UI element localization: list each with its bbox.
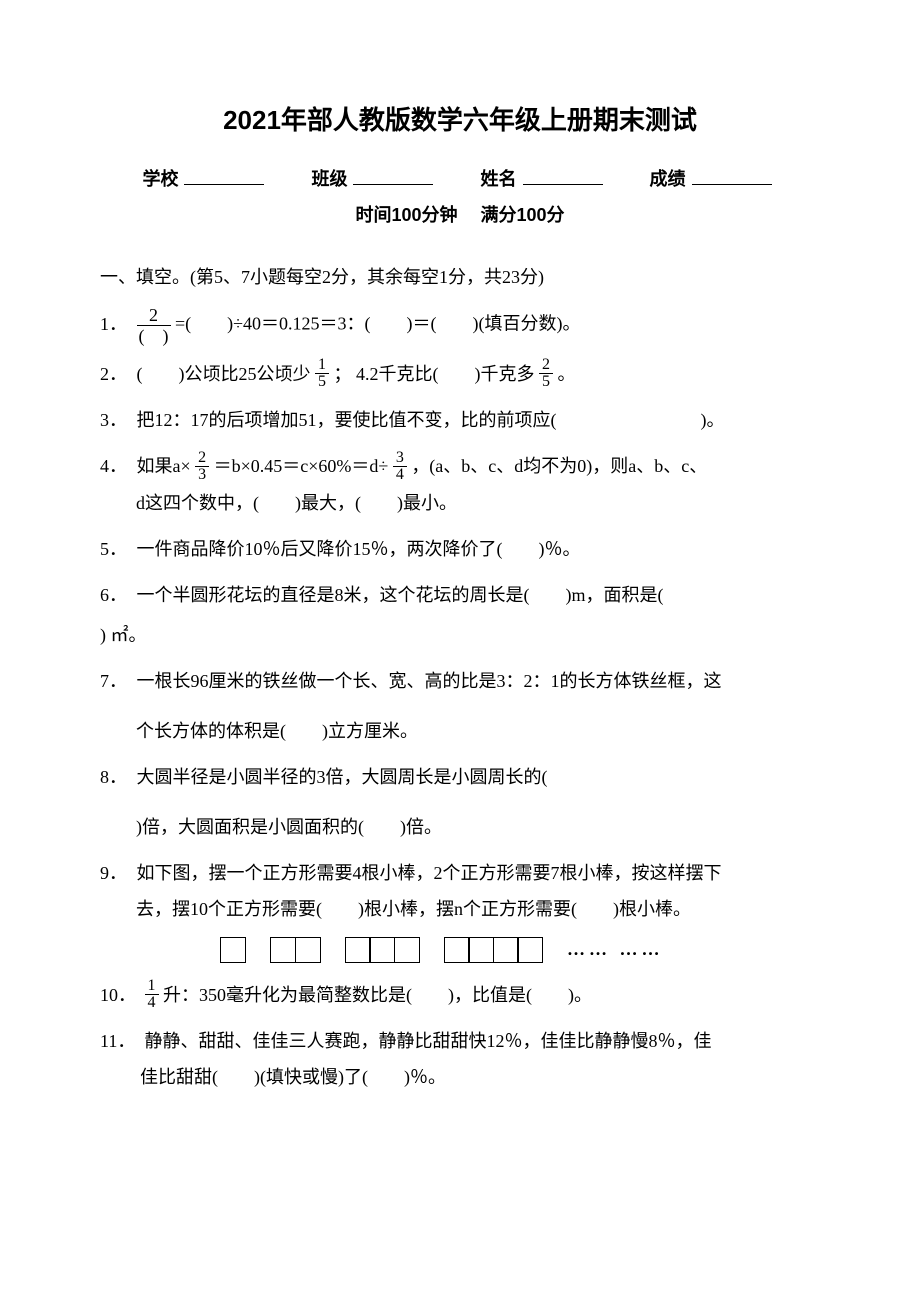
q6-num: 6． (100, 577, 132, 613)
score-label: 成绩 (650, 169, 686, 189)
q4-frac2: 3 4 (393, 450, 407, 483)
q7-num: 7． (100, 663, 132, 699)
name-label: 姓名 (481, 169, 517, 189)
sq-group-4 (444, 937, 544, 963)
q4-line2: d这四个数中，( )最大，( )最小。 (100, 485, 820, 521)
q2-t3: 。 (558, 364, 576, 384)
square (220, 937, 246, 963)
question-2: 2． ( )公顷比25公顷少 1 5 ； 4.2千克比( )千克多 2 5 。 (100, 356, 820, 392)
q10-frac: 1 4 (145, 978, 159, 1011)
square (468, 937, 494, 963)
square (444, 937, 470, 963)
q4-t2: ＝b×0.45＝c×60%＝d÷ (214, 456, 389, 476)
page-title: 2021年部人教版数学六年级上册期末测试 (100, 100, 820, 137)
q8-text: 大圆半径是小圆半径的3倍，大圆周长是小圆周长的( (137, 767, 584, 787)
question-3: 3． 把12：17的后项增加51，要使比值不变，比的前项应( )。 (100, 402, 820, 438)
q10-num: 10． (100, 977, 140, 1013)
timing-info: 时间100分钟 满分100分 (100, 201, 820, 227)
q4-num: 4． (100, 448, 132, 484)
q11-line2: 佳比甜甜( )(填快或慢)了( )％。 (100, 1059, 820, 1095)
q3-num: 3． (100, 402, 132, 438)
square (517, 937, 543, 963)
q1-fraction: 2 ( ) (137, 305, 171, 346)
question-1: 1． 2 ( ) =( )÷40＝0.125＝3：( )＝( )(填百分数)。 (100, 305, 820, 346)
q9-line2: 去，摆10个正方形需要( )根小棒，摆n个正方形需要( )根小棒。 (100, 891, 820, 927)
q2-t1: ( )公顷比25公顷少 (137, 364, 311, 384)
q8-line2: )倍，大圆面积是小圆面积的( )倍。 (100, 809, 442, 845)
question-4: 4． 如果a× 2 3 ＝b×0.45＝c×60%＝d÷ 3 4 ，(a、b、c… (100, 448, 820, 520)
q5-text: 一件商品降价10％后又降价15％，两次降价了( )％。 (137, 539, 581, 559)
q6-line2: ) ㎡。 (100, 625, 147, 645)
q4-frac1: 2 3 (195, 450, 209, 483)
question-10: 10． 1 4 升：350毫升化为最简整数比是( )，比值是( )。 (100, 977, 820, 1013)
square (369, 937, 395, 963)
header-info: 学校 班级 姓名 成绩 (100, 165, 820, 191)
q7-line2: 个长方体的体积是( )立方厘米。 (100, 713, 418, 749)
question-6-cont: ) ㎡。 (100, 617, 820, 653)
q9-num: 9． (100, 855, 132, 891)
question-8: 8． 大圆半径是小圆半径的3倍，大圆周长是小圆周长的( )倍，大圆面积是小圆面积… (100, 759, 820, 845)
q1-rest: =( )÷40＝0.125＝3：( )＝( )(填百分数)。 (175, 314, 580, 334)
school-label: 学校 (142, 169, 178, 189)
q3-text: 把12：17的后项增加51，要使比值不变，比的前项应( )。 (137, 410, 725, 430)
question-5: 5． 一件商品降价10％后又降价15％，两次降价了( )％。 (100, 531, 820, 567)
q2-frac1: 1 5 (315, 357, 329, 390)
square (345, 937, 371, 963)
q11-num: 11． (100, 1023, 140, 1059)
question-11: 11． 静静、甜甜、佳佳三人赛跑，静静比甜甜快12％，佳佳比静静慢8％，佳 佳比… (100, 1023, 820, 1095)
class-blank (353, 167, 433, 185)
q2-frac2: 2 5 (539, 357, 553, 390)
q2-t2: ； 4.2千克比( )千克多 (334, 364, 535, 384)
square (295, 937, 321, 963)
square (270, 937, 296, 963)
name-blank (523, 167, 603, 185)
square (493, 937, 519, 963)
page: 2021年部人教版数学六年级上册期末测试 学校 班级 姓名 成绩 时间100分钟… (0, 0, 920, 1165)
sq-group-1 (220, 937, 246, 963)
q4-t3: ，(a、b、c、d均不为0)，则a、b、c、 (411, 456, 707, 476)
q6-text: 一个半圆形花坛的直径是8米，这个花坛的周长是( )m，面积是( (137, 585, 700, 605)
sq-group-2 (270, 937, 321, 963)
ellipsis: …… …… (567, 939, 664, 960)
q5-num: 5． (100, 531, 132, 567)
square (394, 937, 420, 963)
q4-t1: 如果a× (137, 456, 191, 476)
q9-text: 如下图，摆一个正方形需要4根小棒，2个正方形需要7根小棒，按这样摆下 (137, 863, 722, 883)
q7-text: 一根长96厘米的铁丝做一个长、宽、高的比是3：2：1的长方体铁丝框，这 (137, 671, 722, 691)
sq-group-3 (345, 937, 420, 963)
q2-num: 2． (100, 356, 132, 392)
school-blank (184, 167, 264, 185)
q10-text: 升：350毫升化为最简整数比是( )，比值是( )。 (163, 985, 592, 1005)
q11-text: 静静、甜甜、佳佳三人赛跑，静静比甜甜快12％，佳佳比静静慢8％，佳 (145, 1031, 712, 1051)
question-7: 7． 一根长96厘米的铁丝做一个长、宽、高的比是3：2：1的长方体铁丝框，这 个… (100, 663, 820, 749)
question-9: 9． 如下图，摆一个正方形需要4根小棒，2个正方形需要7根小棒，按这样摆下 去，… (100, 855, 820, 927)
q1-num: 1． (100, 306, 132, 342)
section-1-head: 一、填空。(第5、7小题每空2分，其余每空1分，共23分) (100, 263, 820, 289)
score-blank (692, 167, 772, 185)
q8-num: 8． (100, 759, 132, 795)
class-label: 班级 (311, 169, 347, 189)
q9-figure: …… …… (100, 937, 820, 963)
question-6: 6． 一个半圆形花坛的直径是8米，这个花坛的周长是( )m，面积是( (100, 577, 820, 613)
